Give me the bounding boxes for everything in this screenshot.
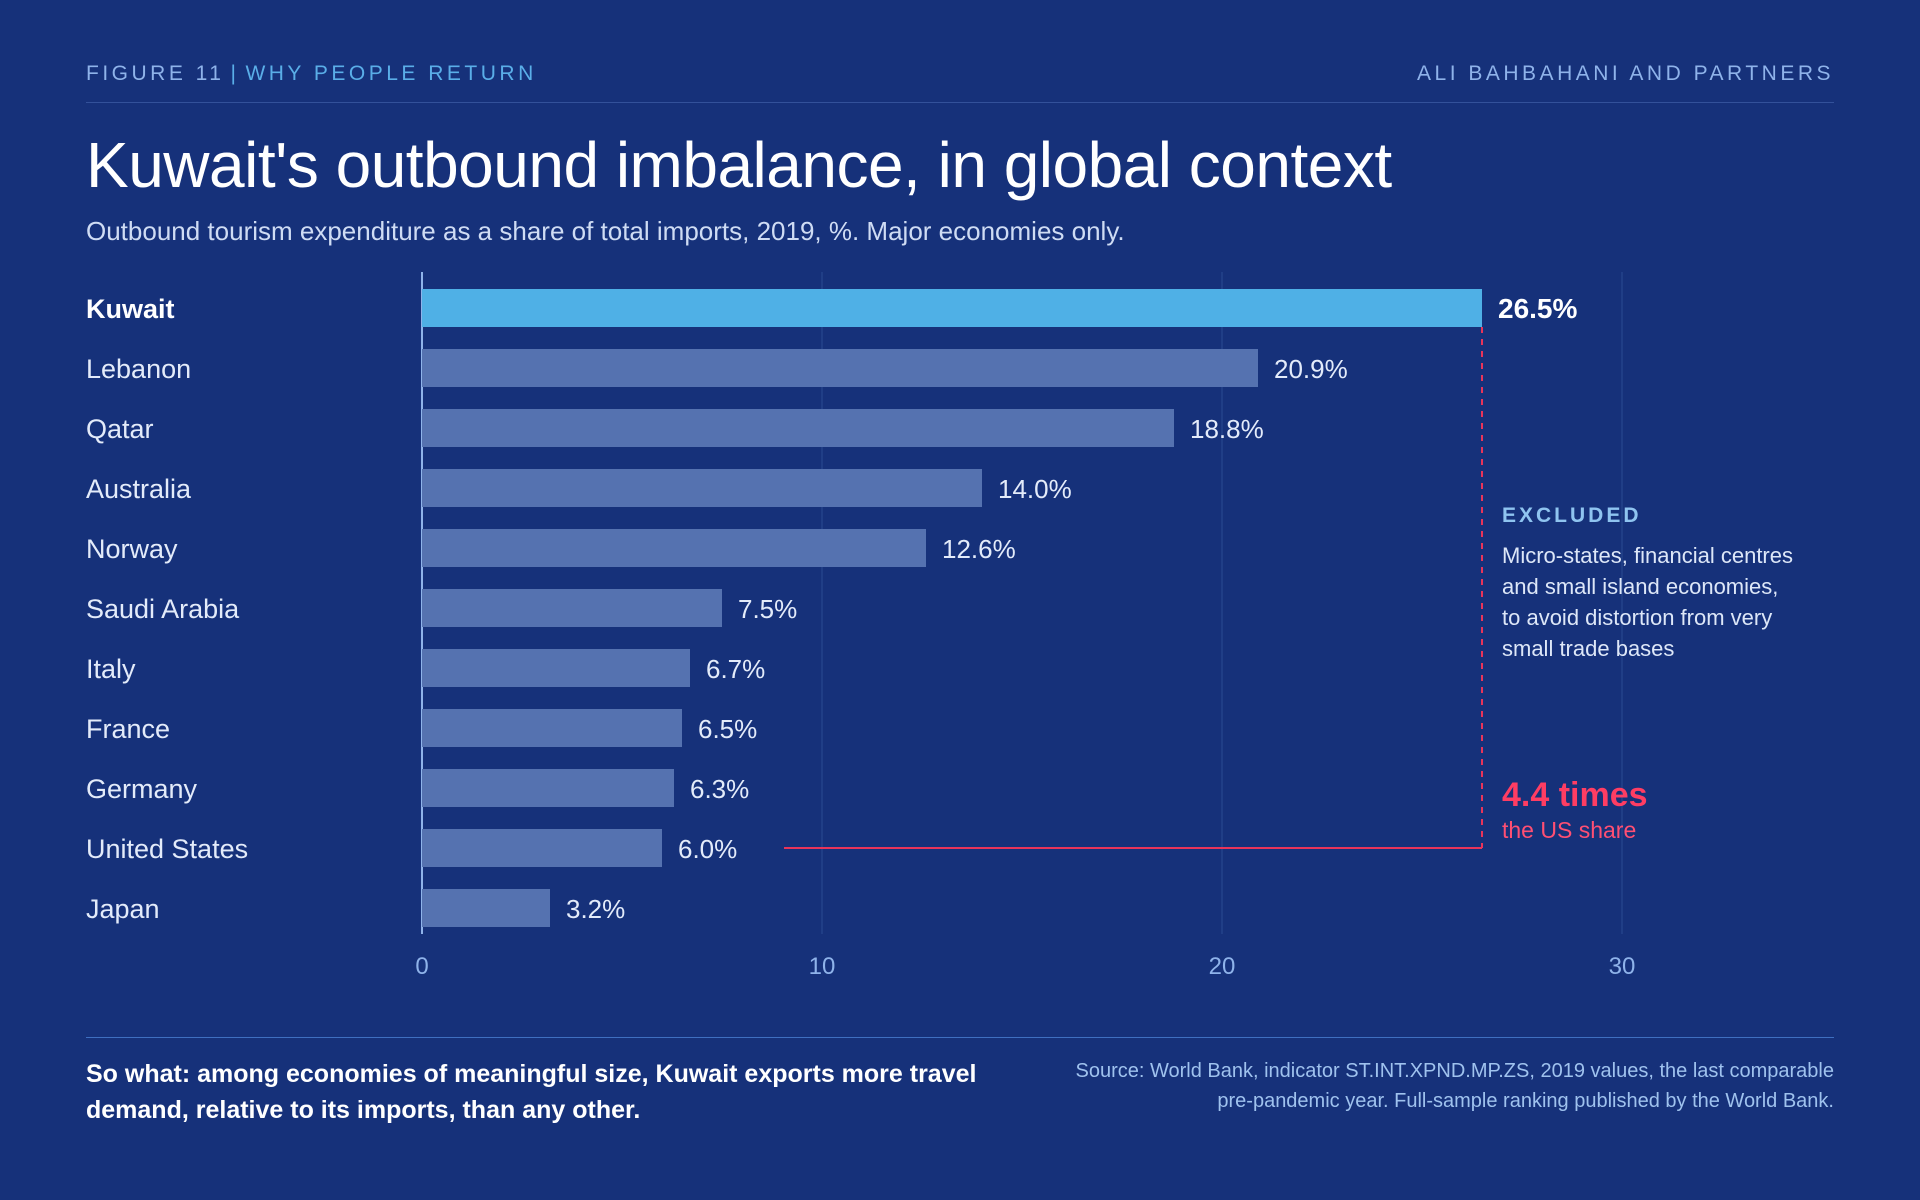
category-label-kuwait: Kuwait	[86, 294, 175, 324]
value-label-japan: 3.2%	[566, 894, 625, 924]
brand-name: ALI BAHBAHANI AND PARTNERS	[1417, 62, 1834, 85]
bar-labels: Kuwait 26.5% Lebanon 20.9% Qatar 18.8% Austral…	[86, 293, 1577, 924]
value-label-germany: 6.3%	[690, 774, 749, 804]
x-tick-label-30: 30	[1609, 953, 1636, 980]
chart-title: Kuwait's outbound imbalance, in global c…	[86, 129, 1392, 201]
bar-kuwait	[422, 289, 1482, 327]
category-label-germany: Germany	[86, 774, 198, 804]
bar-qatar	[422, 409, 1174, 447]
bar-united-states	[422, 829, 662, 867]
category-label-qatar: Qatar	[86, 414, 154, 444]
value-label-saudi-arabia: 7.5%	[738, 594, 797, 624]
value-label-norway: 12.6%	[942, 534, 1016, 564]
category-label-lebanon: Lebanon	[86, 354, 191, 384]
x-tick-label-0: 0	[415, 953, 428, 980]
so-what-statement: So what: among economies of meaningful s…	[86, 1060, 977, 1124]
figure-header: FIGURE 11 | WHY PEOPLE RETURN ALI BAHBAHAN…	[86, 62, 1834, 103]
value-label-france: 6.5%	[698, 714, 757, 744]
excluded-note-body: Micro-states, financial centres and smal…	[1502, 543, 1793, 661]
source-note: Source: World Bank, indicator ST.INT.XPN…	[1075, 1060, 1835, 1112]
figure-section: WHY PEOPLE RETURN	[245, 62, 537, 85]
category-label-saudi-arabia: Saudi Arabia	[86, 594, 240, 624]
bar-france	[422, 709, 682, 747]
bar-norway	[422, 529, 926, 567]
comparison-caption: the US share	[1502, 817, 1637, 843]
bar-germany	[422, 769, 674, 807]
category-label-norway: Norway	[86, 534, 178, 564]
bar-australia	[422, 469, 982, 507]
chart-subtitle: Outbound tourism expenditure as a share …	[86, 216, 1125, 246]
bar-chart: Kuwait 26.5% Lebanon 20.9% Qatar 18.8% Austral…	[86, 272, 1635, 980]
category-label-australia: Australia	[86, 474, 192, 504]
footer-divider	[86, 1037, 1834, 1038]
figure-number: FIGURE 11	[86, 62, 225, 85]
category-label-japan: Japan	[86, 894, 160, 924]
value-label-italy: 6.7%	[706, 654, 765, 684]
x-tick-label-20: 20	[1209, 953, 1236, 980]
category-label-united-states: United States	[86, 834, 248, 864]
value-label-kuwait: 26.5%	[1498, 293, 1577, 324]
bars	[422, 289, 1482, 927]
category-label-italy: Italy	[86, 654, 136, 684]
value-label-qatar: 18.8%	[1190, 414, 1264, 444]
comparison-annotation	[784, 327, 1483, 849]
figure-separator: |	[230, 62, 240, 85]
bar-saudi-arabia	[422, 589, 722, 627]
x-tick-label-10: 10	[809, 953, 836, 980]
comparison-callout: 4.4 times the US share	[1502, 776, 1648, 844]
bar-italy	[422, 649, 690, 687]
value-label-australia: 14.0%	[998, 474, 1072, 504]
x-axis-ticks: 0 10 20 30	[415, 953, 1635, 980]
comparison-value: 4.4 times	[1502, 776, 1648, 814]
figure-label: FIGURE 11 | WHY PEOPLE RETURN	[86, 62, 537, 86]
value-label-united-states: 6.0%	[678, 834, 737, 864]
excluded-note-title: EXCLUDED	[1502, 504, 1642, 527]
category-label-france: France	[86, 714, 170, 744]
excluded-note: EXCLUDED Micro-states, financial centres…	[1502, 504, 1802, 664]
bar-lebanon	[422, 349, 1258, 387]
bar-japan	[422, 889, 550, 927]
value-label-lebanon: 20.9%	[1274, 354, 1348, 384]
